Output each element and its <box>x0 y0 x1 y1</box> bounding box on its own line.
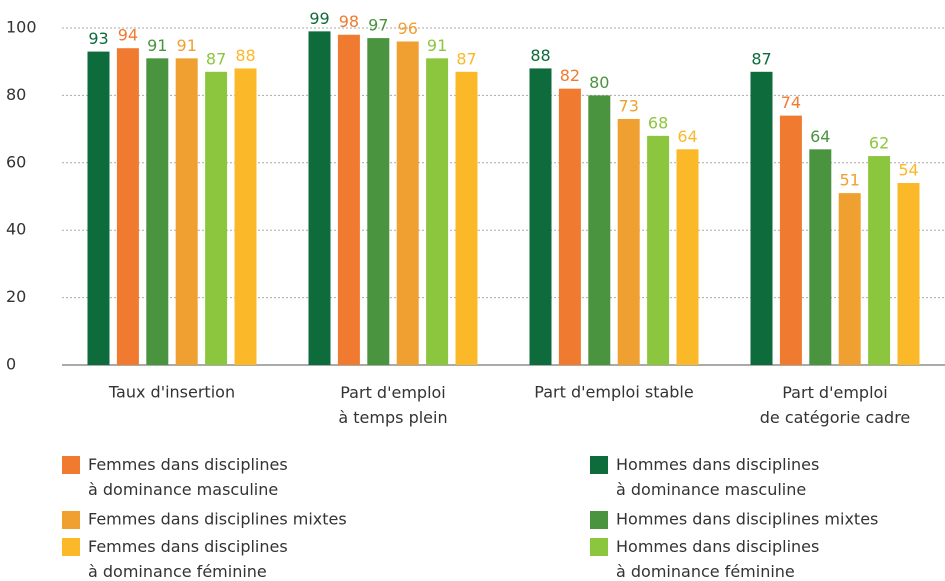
data-label: 87 <box>751 49 771 68</box>
bar <box>116 48 139 365</box>
bar <box>676 149 699 365</box>
data-label: 87 <box>206 49 226 68</box>
data-label: 54 <box>898 161 918 180</box>
legend-label: Hommes dans disciplines à dominance mascu… <box>616 455 819 499</box>
bar <box>750 71 773 365</box>
x-tick-label: Part d'emploi de catégorie cadre <box>760 383 911 427</box>
bar <box>396 41 419 365</box>
bar <box>175 58 198 366</box>
y-tick-label: 100 <box>6 18 37 37</box>
y-tick-label: 20 <box>6 287 26 306</box>
data-label: 73 <box>619 96 639 115</box>
bar <box>367 38 390 366</box>
bar <box>308 31 331 366</box>
data-label: 88 <box>530 46 550 65</box>
bar <box>868 156 891 365</box>
legend-swatch <box>62 511 80 529</box>
legend-label: Femmes dans disciplines à dominance fémin… <box>88 537 288 581</box>
bar <box>529 68 552 365</box>
bar <box>897 183 920 365</box>
bar <box>558 88 581 365</box>
data-label: 91 <box>177 36 197 55</box>
x-tick-label: Part d'emploi à temps plein <box>338 383 447 427</box>
bar <box>838 193 861 365</box>
bar <box>87 51 110 366</box>
legend-label: Femmes dans disciplines à dominance mascu… <box>88 455 288 499</box>
bar <box>205 71 228 365</box>
legend-swatch <box>590 456 608 474</box>
data-label: 68 <box>648 113 668 132</box>
legend-swatch <box>590 511 608 529</box>
data-label: 87 <box>456 49 476 68</box>
data-label: 64 <box>677 127 697 146</box>
data-label: 96 <box>398 19 418 38</box>
legend-label: Femmes dans disciplines mixtes <box>88 510 347 529</box>
data-label: 93 <box>88 29 108 48</box>
data-label: 64 <box>810 127 830 146</box>
bar <box>647 135 670 365</box>
data-label: 82 <box>560 66 580 85</box>
bar <box>234 68 257 365</box>
legend-label: Hommes dans disciplines à dominance fémin… <box>616 537 819 581</box>
x-tick-label: Part d'emploi stable <box>534 383 693 402</box>
y-tick-label: 0 <box>6 355 16 374</box>
data-label: 80 <box>589 73 609 92</box>
y-tick-label: 80 <box>6 85 26 104</box>
legend-swatch <box>62 456 80 474</box>
bar <box>809 149 832 365</box>
data-label: 91 <box>427 36 447 55</box>
y-tick-label: 60 <box>6 152 26 171</box>
bar <box>146 58 169 366</box>
legend-swatch <box>62 538 80 556</box>
bar <box>337 34 360 366</box>
data-label: 88 <box>235 46 255 65</box>
legend-label: Hommes dans disciplines mixtes <box>616 510 878 529</box>
bar <box>455 71 478 365</box>
bar <box>588 95 611 366</box>
x-tick-label: Taux d'insertion <box>108 383 235 402</box>
legend-swatch <box>590 538 608 556</box>
bar <box>617 118 640 366</box>
data-label: 94 <box>118 26 138 45</box>
y-tick-label: 40 <box>6 220 26 239</box>
data-label: 62 <box>869 134 889 153</box>
data-label: 98 <box>339 12 359 31</box>
data-label: 74 <box>781 93 801 112</box>
bar <box>426 58 449 366</box>
data-label: 99 <box>309 9 329 28</box>
data-label: 97 <box>368 16 388 35</box>
data-label: 91 <box>147 36 167 55</box>
data-label: 51 <box>840 171 860 190</box>
bar <box>779 115 802 366</box>
